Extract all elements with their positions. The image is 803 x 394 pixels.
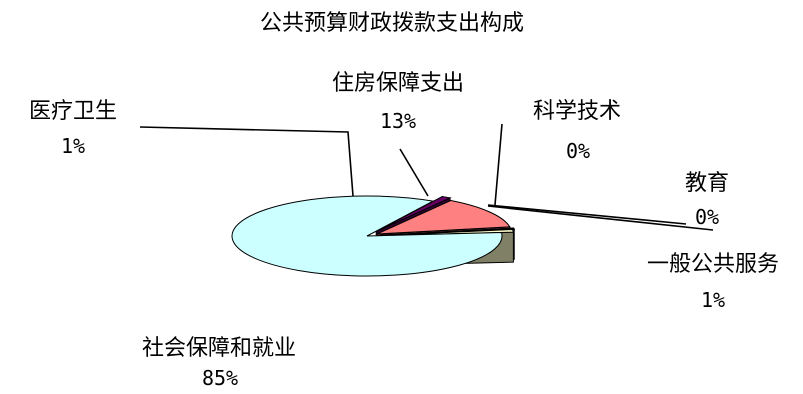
slice-label-education-name: 教育 — [685, 171, 729, 196]
slice-label-medical: 医疗卫生 1% — [29, 99, 117, 158]
pie-slice-top-housing — [376, 199, 511, 235]
pie-slice-top-medical — [376, 196, 452, 232]
slice-label-social-security: 社会保障和就业 85% — [142, 336, 296, 390]
slice-label-science-value: 0% — [566, 139, 590, 163]
slice-label-general-public-service-value: 1% — [701, 288, 725, 312]
slice-label-social-security-value: 85% — [202, 366, 238, 390]
pie-slices — [231, 195, 516, 277]
slice-label-social-security-name: 社会保障和就业 — [142, 336, 296, 361]
slice-label-science-name: 科学技术 — [533, 99, 621, 124]
slice-label-science: 科学技术 0% — [533, 99, 621, 163]
pie-slice-top-general-public-service — [378, 228, 515, 237]
leader-line-science — [494, 123, 503, 206]
slice-label-housing-name: 住房保障支出 — [332, 71, 464, 96]
leader-line-education — [487, 204, 687, 225]
slice-label-medical-value: 1% — [61, 134, 85, 158]
slice-label-education-value: 0% — [695, 205, 719, 229]
chart-title: 公共预算财政拨款支出构成 — [260, 11, 524, 36]
pie-slice-social-security — [231, 195, 503, 277]
slice-label-housing-value: 13% — [380, 109, 416, 133]
slice-label-housing: 住房保障支出 13% — [332, 71, 464, 133]
leader-line-general-public-service — [487, 205, 714, 231]
slice-label-medical-name: 医疗卫生 — [29, 99, 117, 124]
leader-lines — [139, 123, 714, 231]
slice-label-general-public-service: 一般公共服务 1% — [647, 252, 779, 312]
leader-line-medical — [139, 126, 354, 197]
pie-slice-top-social-security — [231, 195, 503, 277]
slice-label-general-public-service-name: 一般公共服务 — [647, 252, 779, 277]
slice-label-education: 教育 0% — [685, 171, 729, 229]
leader-line-housing — [399, 148, 429, 197]
